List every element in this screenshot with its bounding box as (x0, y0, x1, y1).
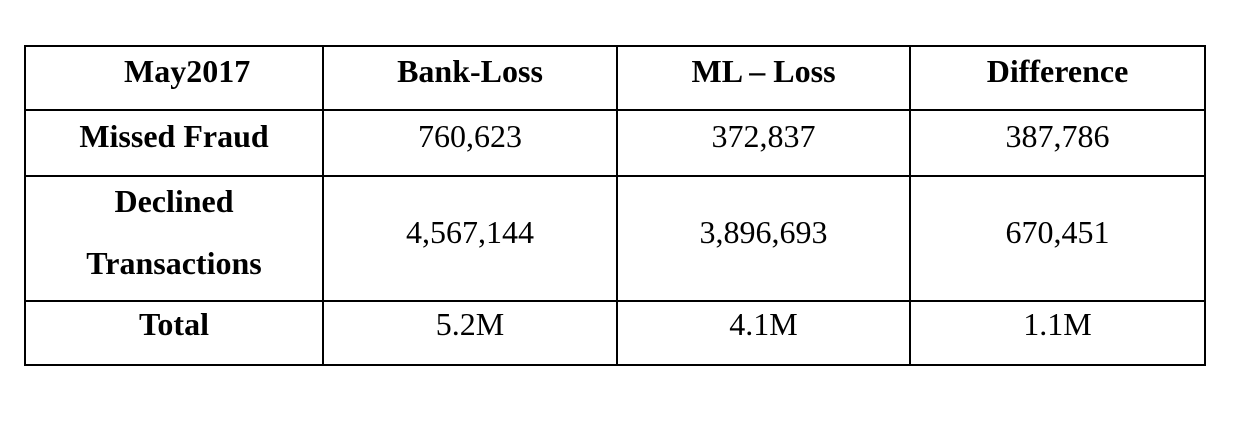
row-label-line: Missed Fraud (79, 118, 269, 154)
loss-comparison-table: May2017 Bank-Loss ML – Loss Difference M… (24, 45, 1206, 366)
header-period: May2017 (24, 45, 324, 111)
row-label-total: Total (24, 300, 324, 366)
cell-difference: 387,786 (909, 109, 1206, 177)
table-row-missed-fraud: Missed Fraud 760,623 372,837 387,786 (24, 109, 1206, 177)
cell-ml-loss: 4.1M (616, 300, 911, 366)
cell-bank-loss: 4,567,144 (322, 175, 618, 302)
cell-ml-loss: 372,837 (616, 109, 911, 177)
cell-ml-loss: 3,896,693 (616, 175, 911, 302)
header-row: May2017 Bank-Loss ML – Loss Difference (24, 45, 1206, 111)
row-label-line: Transactions (86, 245, 262, 281)
header-ml-loss: ML – Loss (616, 45, 911, 111)
cell-bank-loss: 5.2M (322, 300, 618, 366)
cell-bank-loss: 760,623 (322, 109, 618, 177)
row-label-missed-fraud: Missed Fraud (24, 109, 324, 177)
row-label-line: Total (139, 306, 209, 342)
row-label-line: Declined (114, 183, 234, 219)
table-row-total: Total 5.2M 4.1M 1.1M (24, 300, 1206, 366)
row-label-declined-transactions: Declined Transactions (24, 175, 324, 302)
cell-difference: 670,451 (909, 175, 1206, 302)
header-difference: Difference (909, 45, 1206, 111)
header-bank-loss: Bank-Loss (322, 45, 618, 111)
table-row-declined-transactions: Declined Transactions 4,567,144 3,896,69… (24, 175, 1206, 302)
cell-difference: 1.1M (909, 300, 1206, 366)
